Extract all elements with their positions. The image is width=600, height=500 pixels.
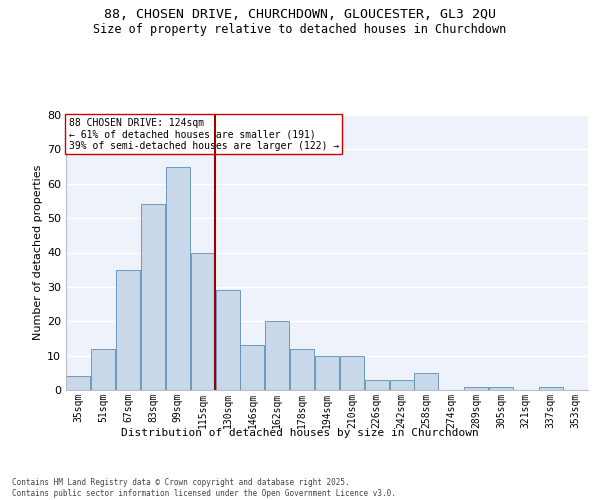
- Bar: [191, 252, 215, 390]
- Bar: [166, 166, 190, 390]
- Bar: [141, 204, 165, 390]
- Text: Contains HM Land Registry data © Crown copyright and database right 2025.
Contai: Contains HM Land Registry data © Crown c…: [12, 478, 396, 498]
- Bar: [215, 290, 239, 390]
- Bar: [489, 386, 513, 390]
- Text: Distribution of detached houses by size in Churchdown: Distribution of detached houses by size …: [121, 428, 479, 438]
- Bar: [365, 380, 389, 390]
- Text: Size of property relative to detached houses in Churchdown: Size of property relative to detached ho…: [94, 22, 506, 36]
- Bar: [340, 356, 364, 390]
- Bar: [464, 386, 488, 390]
- Bar: [290, 349, 314, 390]
- Bar: [415, 373, 439, 390]
- Bar: [265, 322, 289, 390]
- Bar: [315, 356, 339, 390]
- Bar: [389, 380, 413, 390]
- Text: 88 CHOSEN DRIVE: 124sqm
← 61% of detached houses are smaller (191)
39% of semi-d: 88 CHOSEN DRIVE: 124sqm ← 61% of detache…: [68, 118, 339, 151]
- Bar: [539, 386, 563, 390]
- Bar: [91, 349, 115, 390]
- Bar: [67, 376, 91, 390]
- Y-axis label: Number of detached properties: Number of detached properties: [33, 165, 43, 340]
- Text: 88, CHOSEN DRIVE, CHURCHDOWN, GLOUCESTER, GL3 2QU: 88, CHOSEN DRIVE, CHURCHDOWN, GLOUCESTER…: [104, 8, 496, 20]
- Bar: [241, 346, 265, 390]
- Bar: [116, 270, 140, 390]
